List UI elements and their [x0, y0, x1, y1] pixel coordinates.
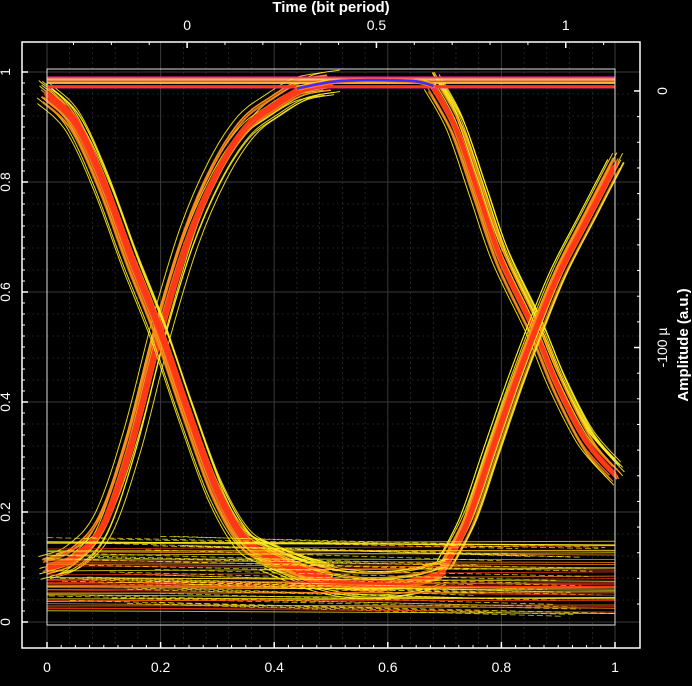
eye-trace-low-level-dash — [119, 581, 485, 594]
eye-trace-low-level — [46, 576, 616, 582]
right-axis-title: Amplitude (a.u.) — [675, 288, 692, 401]
eye-trace-rising — [45, 83, 331, 569]
x-tick-label: 0.6 — [378, 659, 398, 675]
eye-trace-falling-2 — [427, 87, 611, 476]
eye-trace-low-level-dash — [127, 588, 560, 601]
y-tick-label: 0.8 — [0, 172, 13, 192]
eye-trace-rising — [41, 75, 327, 561]
eye-trace-rising-2 — [441, 152, 614, 555]
eye-trace-low-level-dash — [114, 586, 487, 599]
top-tick-label: 0.5 — [367, 17, 387, 33]
eye-trace-low-arc — [264, 549, 447, 580]
y-tick-label: 0.4 — [0, 392, 13, 412]
eye-traces — [36, 69, 625, 617]
eye-trace-low-level-dash — [173, 535, 506, 548]
eye-trace-low-level — [46, 567, 616, 572]
eye-trace-low-level-dash — [69, 600, 487, 612]
inner-frame — [46, 68, 616, 626]
eye-trace-rising-2 — [453, 162, 625, 565]
eye-trace-falling-2 — [433, 85, 617, 475]
top-tick-label: 1 — [562, 17, 570, 33]
eye-trace-low-level-dash — [160, 536, 606, 548]
eye-trace-low-level — [46, 551, 616, 556]
axis-ticks: 0 0.2 0.4 0.6 0.8 1 0 0.2 0.4 0.6 0.8 1 0 0.5 1 0 -100 µ — [0, 17, 670, 675]
eye-trace-low-level — [46, 571, 616, 576]
eye-trace-falling-2 — [423, 89, 607, 478]
eye-trace-low-level — [46, 545, 616, 550]
x-tick-label: 1 — [611, 659, 619, 675]
x-tick-label: 0.8 — [492, 659, 512, 675]
eye-trace-rising-2 — [442, 157, 614, 560]
eye-trace-low-level — [46, 610, 616, 615]
eye-trace-low-level — [46, 594, 616, 600]
eye-trace-low-level-dash — [47, 537, 518, 549]
eye-trace-rising-2 — [443, 163, 616, 567]
x-tick-label: 0.2 — [151, 659, 171, 675]
eye-trace-low-level-dash — [146, 580, 553, 593]
eye-trace-low-level-dash — [154, 568, 556, 581]
eye-trace-low-level-dash — [89, 556, 587, 569]
eye-trace-falling-2 — [427, 90, 611, 480]
eye-trace-low-level-dash — [145, 549, 502, 562]
y-tick-label: 0.2 — [0, 502, 13, 522]
eye-trace-rising-2 — [436, 159, 609, 562]
eye-trace-rising — [43, 76, 329, 562]
top-tick-label: 0 — [183, 17, 191, 33]
eye-trace-low-level-dash — [105, 543, 528, 555]
eye-trace-low-level-dash — [158, 602, 614, 614]
eye-trace-low-level-dash — [109, 571, 527, 584]
eye-trace-falling-2 — [431, 84, 615, 474]
eye-trace-rising — [47, 85, 332, 572]
right-tick-label: 0 — [654, 87, 670, 95]
eye-trace-low-level-dash — [160, 592, 555, 605]
eye-trace-falling-2 — [437, 84, 621, 473]
eye-trace-low-level — [46, 585, 616, 589]
eye-trace-falling-2 — [440, 79, 623, 468]
eye-trace-low-level — [46, 560, 616, 564]
top-axis-title: Time (bit period) — [272, 0, 389, 16]
y-tick-label: 1 — [0, 68, 13, 76]
eye-trace-low-level-dash — [88, 564, 589, 577]
eye-trace-low-level-dash — [49, 554, 492, 567]
eye-trace-low-level-dash — [90, 537, 599, 550]
eye-trace-low-level-dash — [182, 545, 531, 557]
eye-trace-falling-2 — [435, 76, 619, 465]
eye-trace-falling — [47, 93, 333, 577]
eye-trace-low-level-dash — [70, 594, 513, 607]
eye-trace-rising-2 — [448, 167, 621, 570]
eye-trace-low-level — [46, 562, 616, 566]
x-tick-label: 0.4 — [264, 659, 284, 675]
eye-trace-low-level — [46, 604, 616, 607]
y-tick-label: 0.6 — [0, 282, 13, 302]
eye-trace-falling-2 — [437, 77, 621, 467]
eye-trace-low-level-dash — [48, 558, 476, 571]
eye-trace-low-level-dash — [92, 553, 478, 566]
eye-trace-rising-2 — [446, 162, 619, 565]
x-tick-label: 0 — [43, 659, 51, 675]
y-tick-label: 0 — [0, 618, 13, 626]
right-tick-label: -100 µ — [654, 328, 670, 368]
eye-trace-peak — [296, 78, 434, 90]
eye-trace-rising-2 — [441, 165, 614, 568]
eye-trace-rising — [38, 72, 323, 558]
